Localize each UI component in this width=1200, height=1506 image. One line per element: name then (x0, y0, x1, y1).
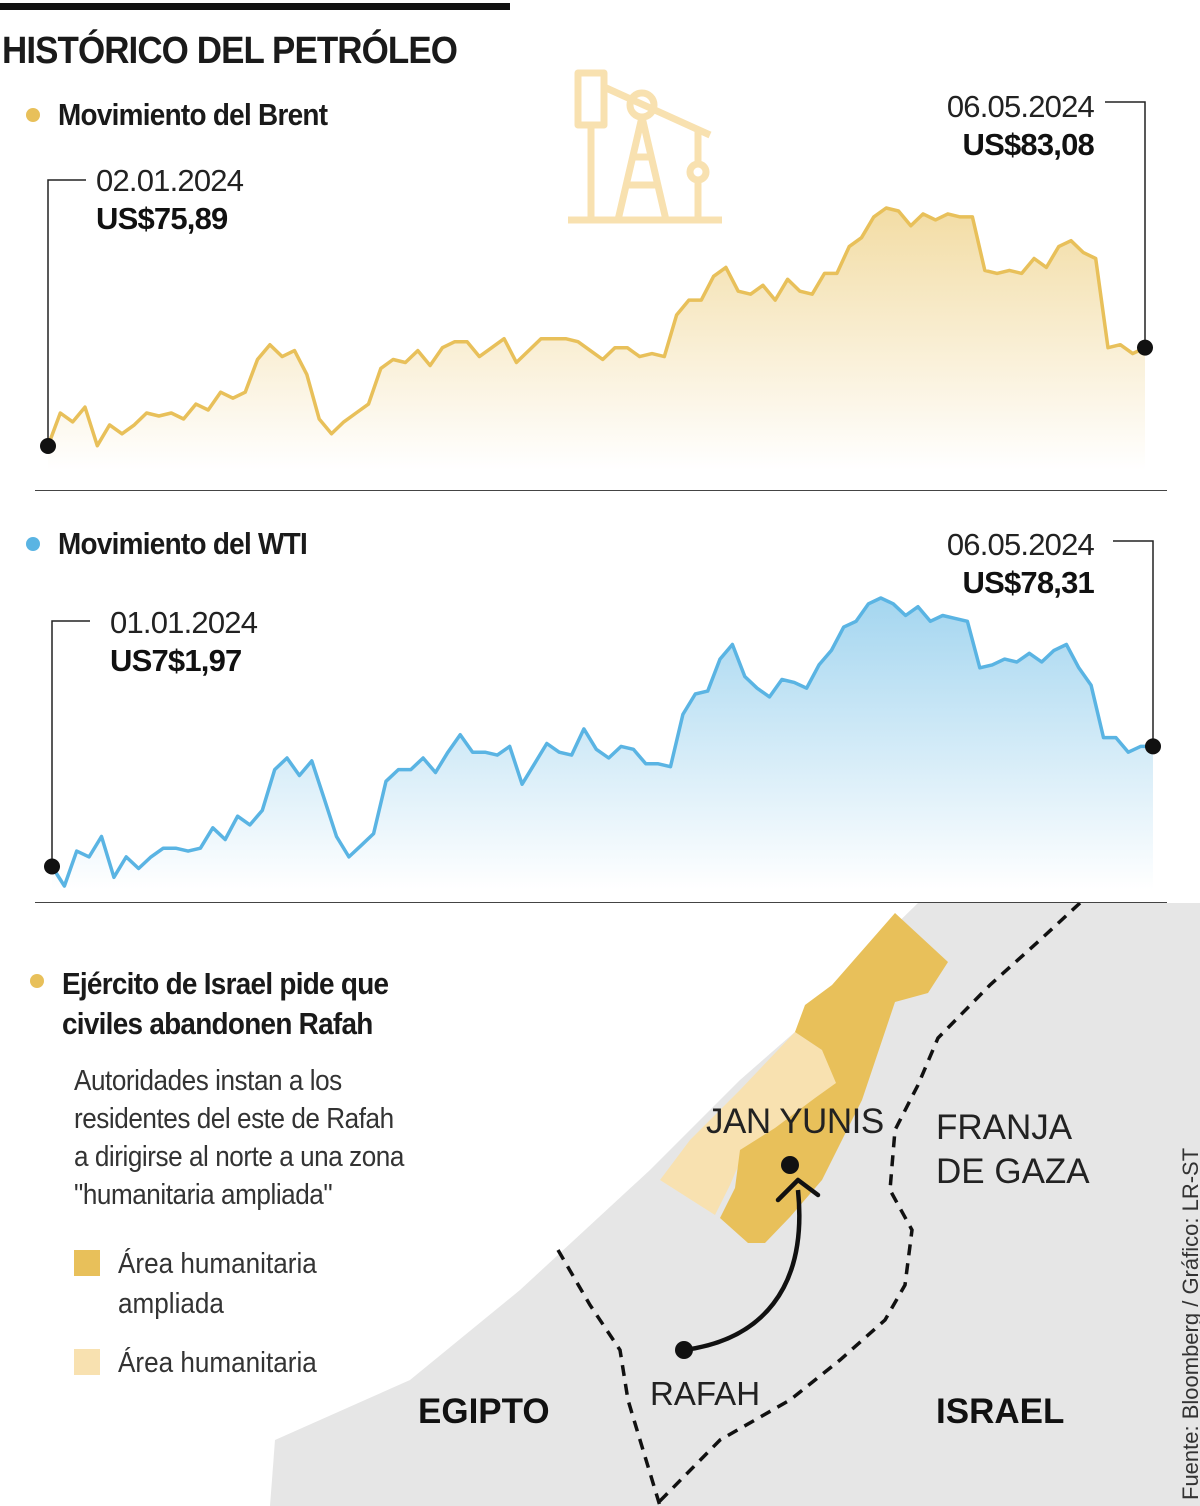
brent-start-value: US$75,89 (96, 201, 228, 236)
brent-baseline (35, 490, 1167, 491)
evacuation-arrow (683, 1189, 802, 1353)
label-rafah: RAFAH (650, 1375, 761, 1412)
map-description-line-1: Autoridades instan a los (74, 1065, 342, 1097)
wti-legend-dot (26, 537, 40, 551)
wti-start-point (44, 858, 60, 875)
map-heading-line-2: civiles abandonen Rafah (62, 1006, 373, 1041)
wti-start-annotation: 01.01.2024 US7$1,97 (110, 604, 258, 680)
brent-area (48, 208, 1145, 470)
map-heading-dot (30, 974, 44, 988)
jan-yunis-point (781, 1156, 799, 1174)
legend-extended-area: Área humanitaria ampliada (74, 1244, 339, 1324)
top-rule (0, 3, 510, 10)
brent-legend: Movimiento del Brent (26, 97, 357, 133)
arrow-head-icon (775, 1177, 821, 1203)
page-title: HISTÓRICO DEL PETRÓLEO (2, 30, 458, 72)
brent-end-value: US$83,08 (962, 127, 1095, 162)
map-description: Autoridades instan a los residentes del … (74, 1062, 404, 1214)
legend-humanitarian-area: Área humanitaria (74, 1343, 339, 1383)
wti-legend-label: Movimiento del WTI (58, 526, 308, 561)
legend-extended-swatch (74, 1250, 100, 1276)
brent-start-annotation: 02.01.2024 US$75,89 (96, 162, 244, 238)
brent-legend-dot (26, 108, 40, 122)
brent-start-date: 02.01.2024 (96, 163, 244, 198)
label-gaza-line-2: DE GAZA (936, 1152, 1090, 1191)
brent-end-date: 06.05.2024 (946, 89, 1095, 124)
wti-end-value: US$78,31 (962, 565, 1095, 600)
brent-end-leader (1105, 101, 1146, 348)
map-description-line-4: "humanitaria ampliada" (74, 1179, 333, 1211)
wti-line (50, 596, 1153, 888)
oil-pump-jack-icon (568, 69, 722, 224)
brent-end-annotation: 06.05.2024 US$83,08 (946, 88, 1095, 164)
label-israel: ISRAEL (936, 1392, 1065, 1431)
label-jan-yunis: JAN YUNIS (706, 1102, 884, 1141)
wti-baseline (35, 902, 1167, 903)
legend-humanitarian-label: Área humanitaria (118, 1347, 317, 1379)
brent-start-point (40, 438, 56, 454)
israel-gaza-border (653, 901, 1082, 1506)
brent-start-leader (47, 179, 86, 446)
wti-end-leader (1113, 540, 1154, 747)
brent-line (46, 206, 1146, 448)
wti-area (52, 598, 1153, 890)
wti-end-point (1145, 738, 1161, 755)
wti-chart (44, 540, 1161, 890)
humanitarian-area (660, 1032, 838, 1215)
map-description-line-2: residentes del este de Rafah (74, 1103, 394, 1135)
wti-start-date: 01.01.2024 (110, 605, 258, 640)
egypt-gaza-border (556, 1249, 662, 1506)
source-credit: Fuente: Bloomberg / Gráfico: LR-ST (1178, 1147, 1200, 1500)
wti-start-value: US7$1,97 (110, 643, 242, 678)
wti-start-leader (51, 620, 90, 867)
wti-end-annotation: 06.05.2024 US$78,31 (946, 526, 1095, 602)
map-description-line-3: a dirigirse al norte a una zona (74, 1141, 404, 1173)
wti-legend: Movimiento del WTI (26, 526, 335, 562)
legend-humanitarian-swatch (74, 1349, 100, 1375)
brent-end-point (1137, 339, 1153, 356)
brent-legend-label: Movimiento del Brent (58, 97, 328, 132)
label-gaza-line-1: FRANJA (936, 1108, 1073, 1147)
wti-end-date: 06.05.2024 (946, 527, 1095, 562)
label-egypt: EGIPTO (418, 1392, 550, 1431)
legend-extended-label-1: Área humanitaria (118, 1248, 317, 1280)
extended-humanitarian-area (720, 913, 948, 1243)
rafah-point (675, 1341, 693, 1359)
brent-chart (40, 101, 1153, 470)
legend-extended-label-2: ampliada (118, 1288, 224, 1320)
map-heading-line-1: Ejército de Israel pide que (62, 966, 389, 1001)
map-heading: Ejército de Israel pide que civiles aban… (30, 964, 425, 1044)
